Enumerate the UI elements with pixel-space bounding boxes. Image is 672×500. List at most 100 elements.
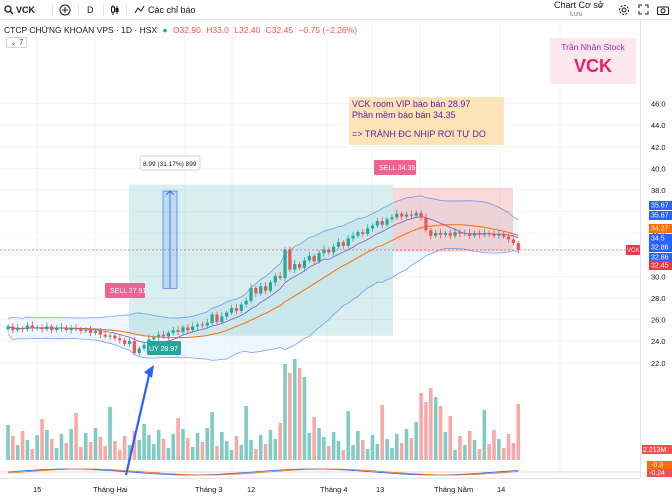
volume-bar [312, 417, 316, 460]
macd-label: -0.3 [651, 462, 663, 469]
symbol-search[interactable]: VCK [16, 5, 36, 15]
fullscreen-icon[interactable] [638, 2, 649, 18]
legend-title: CTCP CHỨNG KHOÁN VPS · 1D · HSX [4, 25, 158, 35]
volume-bar [190, 447, 195, 460]
camera-icon[interactable] [657, 2, 669, 18]
candle-body [166, 332, 170, 337]
time-tick: Tháng Hai [93, 485, 128, 494]
candle-body [123, 340, 127, 344]
volume-bar [463, 445, 467, 460]
layout-save-status: Lưu [570, 11, 583, 18]
volume-bar [292, 359, 297, 460]
volume-bar [30, 449, 35, 460]
volume-bar [365, 449, 370, 460]
macd-label-badge [647, 461, 672, 469]
candle-body [458, 232, 462, 234]
candle-body [312, 255, 316, 262]
interval-button[interactable]: D [87, 5, 94, 15]
volume-bar [127, 445, 132, 460]
candle-body [370, 225, 375, 229]
buy-signal-label [147, 341, 181, 355]
indicators-icon[interactable] [134, 2, 145, 18]
price-label-badge [649, 243, 672, 252]
indicator-collapse-button[interactable]: ⌄ 7 [6, 37, 28, 48]
time-axis[interactable]: 15 Tháng Hai Tháng 3 12 Tháng 4 13 Tháng Năm 14 [0, 478, 640, 500]
candle-body [200, 324, 204, 326]
layout-name-button[interactable]: Chart Cơ sở [554, 0, 604, 10]
candle-body [171, 330, 175, 333]
volume-bar [419, 393, 423, 460]
volume-bar [20, 431, 25, 460]
sell-signal-label-2 [374, 160, 416, 175]
volume-bar [234, 436, 239, 460]
volume-bar [288, 373, 292, 460]
candle-body [254, 287, 258, 294]
candle-body [341, 242, 345, 246]
legend-high: H33.0 [206, 25, 229, 35]
text-note[interactable]: VCK room VIP báo bán 28.97 Phần mềm báo … [349, 97, 504, 145]
volume-bar [395, 434, 399, 460]
candle-body [229, 308, 234, 313]
candle-body [468, 232, 472, 236]
volume-bar [390, 448, 394, 460]
candle-body [244, 300, 248, 305]
candle-body [181, 327, 185, 332]
candle-body [414, 212, 418, 216]
candle-body [429, 230, 433, 236]
visibility-dot: ● [162, 25, 168, 35]
candle-body [278, 276, 282, 278]
buy-zone-highlight [129, 184, 393, 336]
candle-body [176, 330, 180, 332]
pointer-arrow [124, 370, 152, 476]
volume-bar [74, 413, 78, 460]
volume-bar [79, 447, 83, 460]
volume-bar [83, 433, 88, 460]
candle-body [142, 344, 146, 349]
volume-bar [142, 424, 146, 460]
candle-body [356, 232, 360, 236]
chart-canvas[interactable]: 8.99 (31.17%) 899 SELL 27.91 UY 28.97 SELL … [0, 20, 640, 478]
candle-body [69, 328, 73, 331]
volume-bar [336, 441, 341, 460]
candle-body [225, 312, 229, 317]
price-label-badge [649, 201, 672, 210]
candle-body [259, 286, 263, 294]
volume-bar [497, 439, 501, 460]
volume-bar [346, 411, 350, 460]
volume-bar [35, 435, 39, 460]
candle-body [293, 264, 297, 270]
volume-bar [176, 418, 180, 460]
candle-body [25, 325, 30, 330]
chevron-down-icon[interactable]: ⌄ [598, 2, 604, 9]
candle-body [438, 232, 443, 235]
volume-bar [506, 434, 511, 460]
candle-body [453, 232, 457, 236]
top-toolbar: VCK D Các chỉ báo Chart Cơ sở ⌄ Lưu [0, 0, 672, 20]
add-symbol-icon[interactable] [59, 2, 71, 18]
candle-body [332, 246, 336, 253]
candle-body [220, 316, 224, 322]
candle-body [443, 232, 447, 235]
candle-body [263, 286, 268, 291]
price-tick: 30.0 [651, 272, 666, 281]
sell-signal-label-1 [105, 283, 145, 298]
time-tick: 13 [376, 485, 384, 494]
volume-bar [487, 444, 491, 460]
candle-body [448, 232, 452, 236]
volume-bar [516, 404, 521, 460]
candle-body [152, 337, 156, 340]
price-axis[interactable]: 46.044.042.040.038.034.032.030.028.026.0… [640, 20, 672, 478]
volume-bar [472, 440, 477, 460]
time-tick: Tháng 4 [320, 485, 348, 494]
gear-icon[interactable] [618, 2, 630, 18]
volume-bar [283, 364, 287, 460]
range-label-box [139, 155, 201, 171]
indicators-button[interactable]: Các chỉ báo [148, 5, 196, 15]
volume-bar [161, 439, 166, 460]
candle-body [50, 326, 54, 331]
volume-bar [438, 406, 443, 460]
chart-pane[interactable]: 8.99 (31.17%) 899 SELL 27.91 UY 28.97 SELL … [0, 20, 640, 478]
search-icon[interactable] [4, 2, 14, 18]
candle-body [424, 217, 428, 231]
bar-style-icon[interactable] [110, 2, 120, 18]
